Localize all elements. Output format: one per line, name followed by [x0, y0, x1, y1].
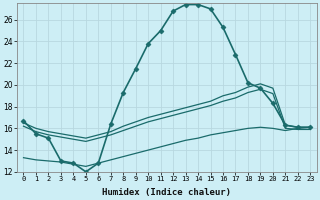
- X-axis label: Humidex (Indice chaleur): Humidex (Indice chaleur): [102, 188, 231, 197]
